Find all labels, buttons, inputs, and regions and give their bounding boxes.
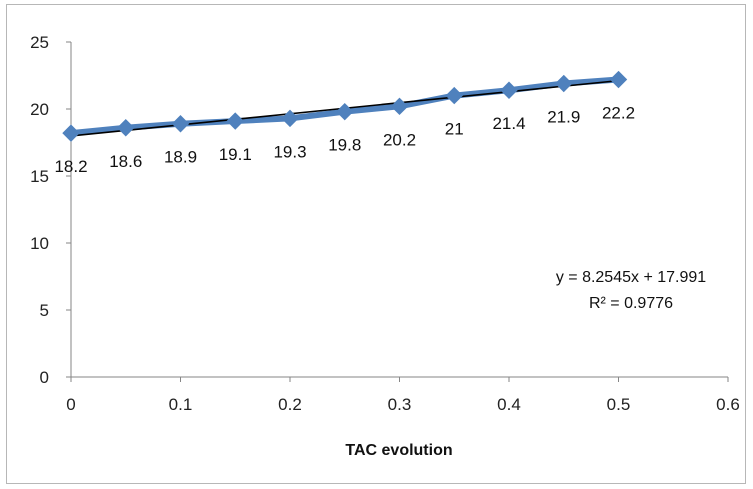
data-label: 21 (445, 120, 464, 139)
x-tick-label: 0.3 (388, 395, 412, 414)
data-point-marker (501, 82, 517, 98)
data-point-marker (611, 72, 627, 88)
y-tick-label: 0 (40, 368, 49, 387)
x-tick-label: 0 (66, 395, 75, 414)
data-label: 18.2 (54, 157, 87, 176)
chart-area: 0 5 10 15 20 25 0 0.1 0.2 0.3 0.4 0.5 0.6 18.2 18.6 18… (6, 4, 746, 484)
data-label: 19.8 (328, 136, 361, 155)
x-tick-label: 0.2 (278, 395, 302, 414)
y-tick-label: 20 (30, 100, 49, 119)
data-point-marker (173, 116, 189, 132)
x-axis-title: TAC evolution (345, 442, 452, 459)
y-tick-label: 25 (30, 33, 49, 52)
x-tick-label: 0.1 (169, 395, 193, 414)
data-label: 20.2 (383, 130, 416, 149)
x-tick-label: 0.6 (716, 395, 740, 414)
data-label: 19.1 (219, 145, 252, 164)
data-label: 18.6 (109, 152, 142, 171)
data-point-marker (63, 125, 79, 141)
data-point-marker (556, 76, 572, 92)
data-point-marker (337, 104, 353, 120)
data-label: 21.9 (547, 108, 580, 127)
data-label: 22.2 (602, 104, 635, 123)
data-point-marker (392, 98, 408, 114)
data-point-marker (227, 113, 243, 129)
data-label: 21.4 (492, 114, 525, 133)
data-label: 18.9 (164, 148, 197, 167)
trendline-equation: y = 8.2545x + 17.991 (556, 269, 706, 286)
trendline-r-squared: R² = 0.9776 (589, 295, 673, 312)
series-layer (63, 72, 627, 142)
y-tick-label: 15 (30, 167, 49, 186)
data-point-marker (446, 88, 462, 104)
y-tick-label: 5 (40, 301, 49, 320)
x-tick-label: 0.4 (497, 395, 521, 414)
axis-layer: 0 5 10 15 20 25 0 0.1 0.2 0.3 0.4 0.5 0.6 (30, 33, 740, 414)
data-label: 19.3 (273, 142, 306, 161)
chart-svg: 0 5 10 15 20 25 0 0.1 0.2 0.3 0.4 0.5 0.6 18.2 18.6 18… (7, 5, 747, 485)
y-tick-label: 10 (30, 234, 49, 253)
data-point-marker (118, 120, 134, 136)
x-tick-label: 0.5 (607, 395, 631, 414)
